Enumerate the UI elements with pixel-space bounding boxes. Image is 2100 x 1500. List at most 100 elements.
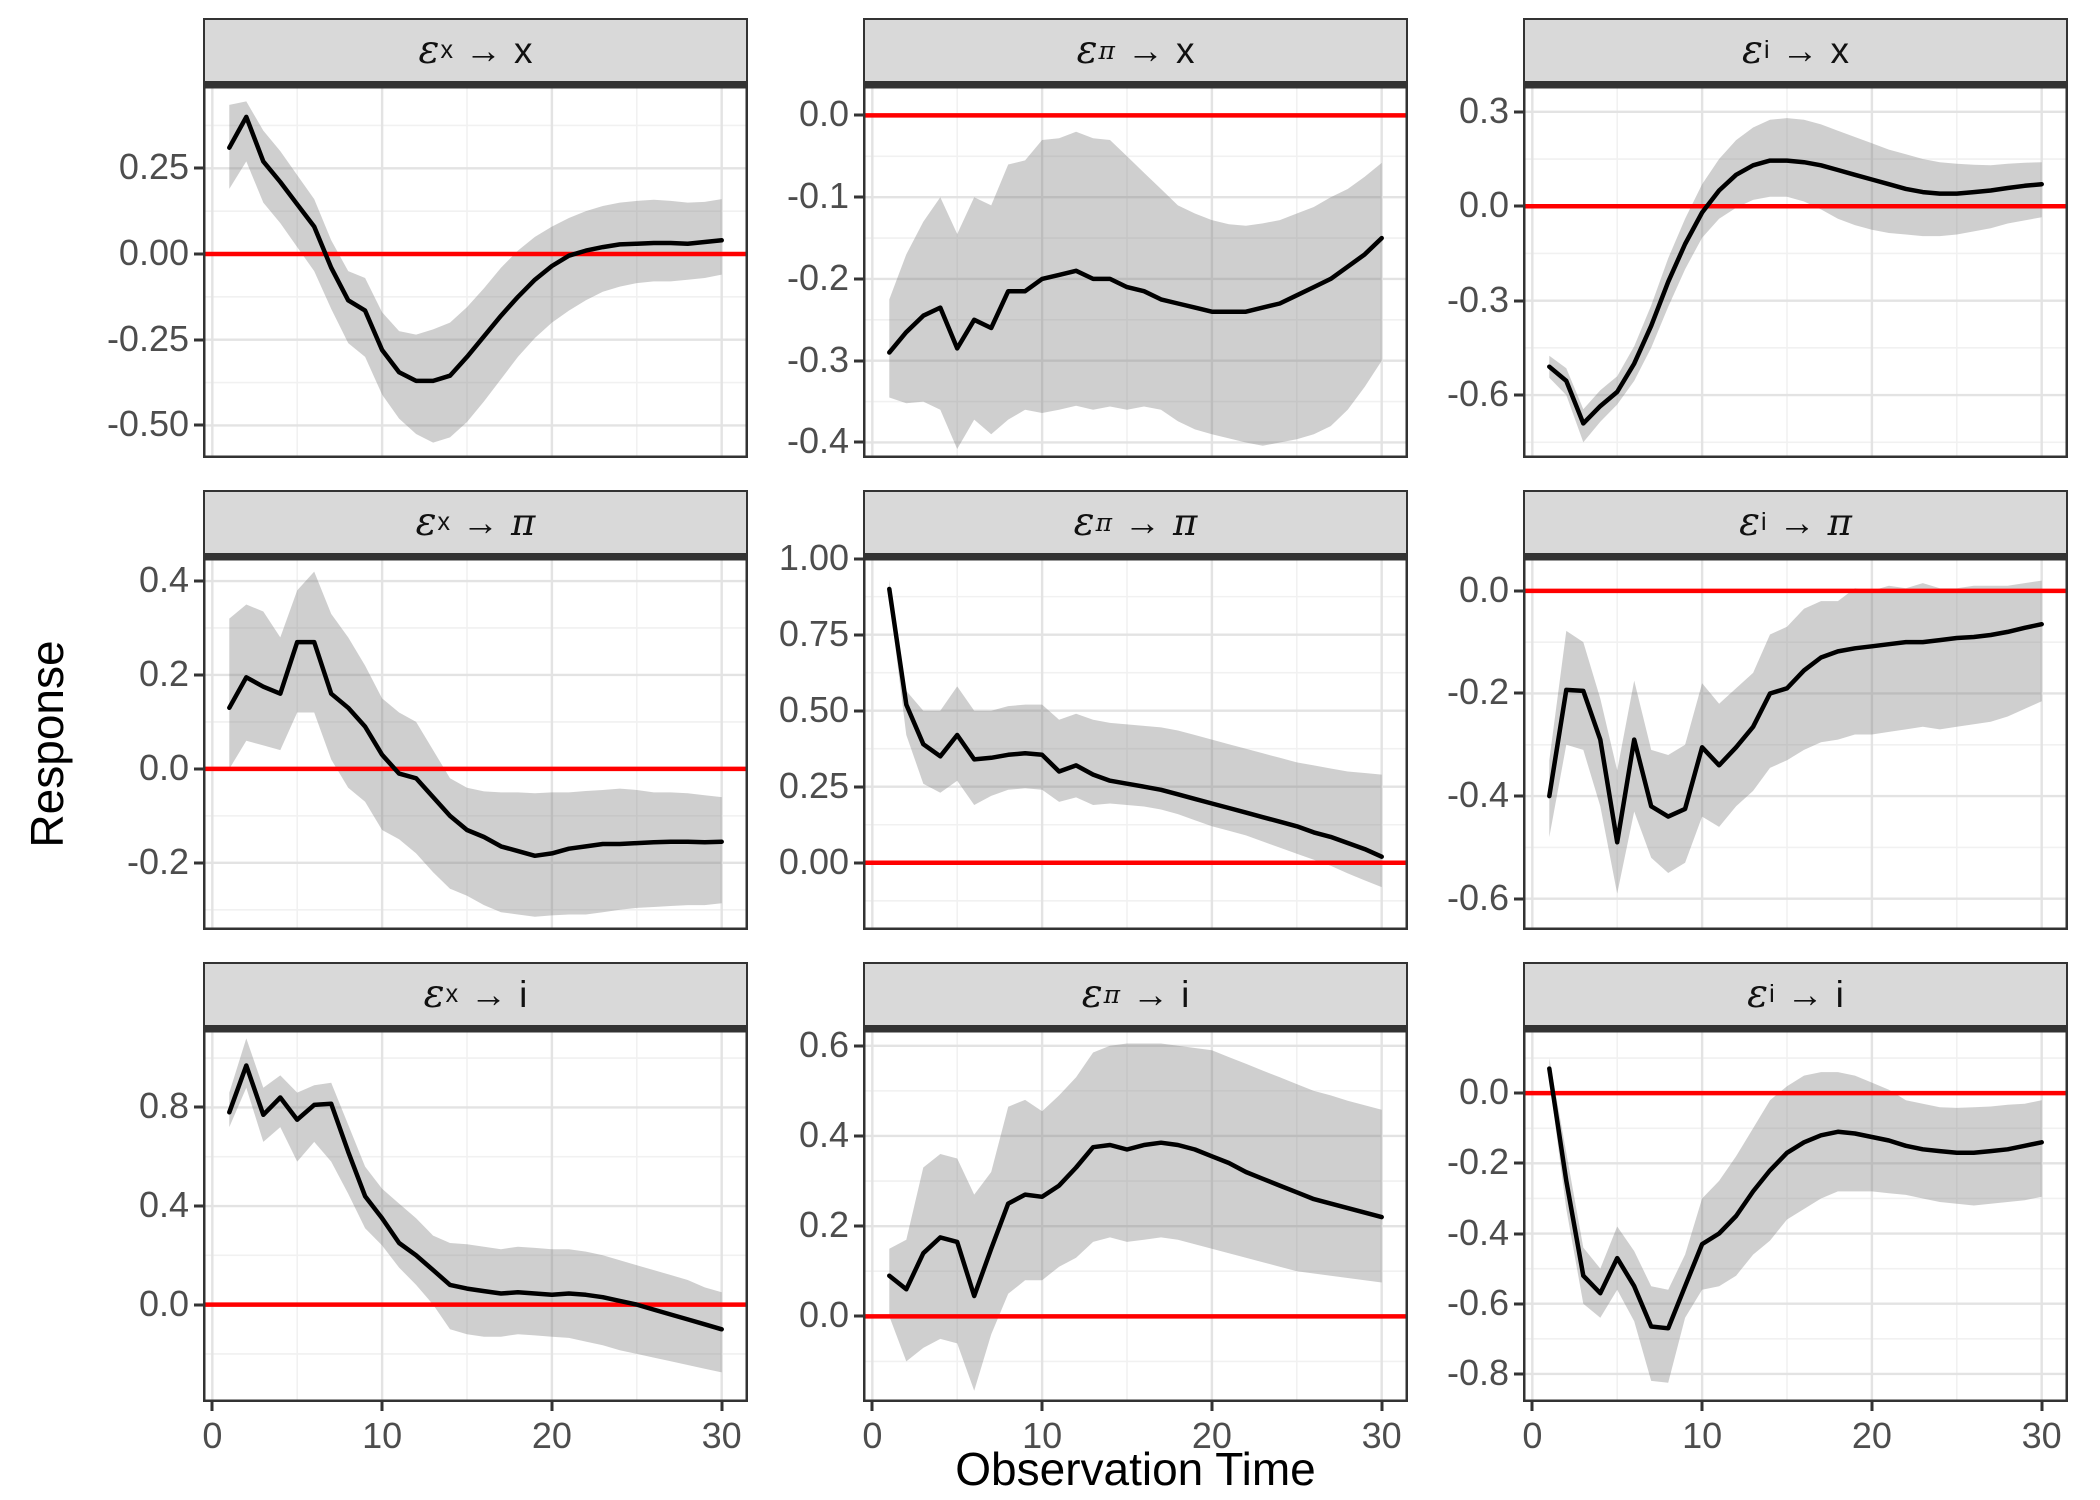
y-tick-mark bbox=[854, 1224, 863, 1228]
y-axis: 0.6 0.4 0.2 0.0 bbox=[748, 962, 863, 1402]
y-axis: 0.3 0.0 -0.3 -0.6 bbox=[1408, 18, 1523, 458]
y-tick-mark bbox=[854, 195, 863, 199]
y-tick-label: 0.75 bbox=[778, 612, 849, 654]
plot-area bbox=[863, 558, 1408, 930]
plot-area bbox=[203, 86, 748, 458]
y-tick-label: 0.25 bbox=[778, 764, 849, 806]
x-axis-title: Observation Time bbox=[955, 1443, 1316, 1495]
arrow-icon: → bbox=[1126, 29, 1164, 71]
y-tick-label: 0.50 bbox=[778, 688, 849, 730]
y-tick-label: 0.4 bbox=[138, 1184, 189, 1226]
y-tick-mark bbox=[194, 1204, 203, 1208]
epsilon-symbol: ε bbox=[418, 28, 440, 73]
y-axis: 0.0 -0.1 -0.2 -0.3 -0.4 bbox=[748, 18, 863, 462]
y-tick-label: 0.4 bbox=[798, 1114, 849, 1156]
shock-subscript: i bbox=[1769, 980, 1775, 1008]
arrow-icon: → bbox=[1781, 29, 1819, 71]
arrow-icon: → bbox=[1132, 973, 1170, 1015]
x-tick-label: 0 bbox=[1522, 1415, 1543, 1456]
y-tick-mark bbox=[854, 1044, 863, 1048]
y-tick-mark bbox=[854, 785, 863, 789]
y-tick-mark bbox=[1514, 1232, 1523, 1236]
y-tick-label: 0.3 bbox=[1458, 89, 1509, 131]
y-tick-label: 0.25 bbox=[118, 146, 189, 188]
y-tick-label: -0.1 bbox=[786, 175, 849, 217]
plot-area bbox=[1523, 1030, 2068, 1402]
y-tick-label: 0.6 bbox=[798, 1023, 849, 1065]
response-symbol: i bbox=[1835, 973, 1844, 1015]
y-tick-label: -0.8 bbox=[1446, 1352, 1509, 1394]
x-tick-mark bbox=[1530, 1402, 1534, 1411]
y-tick-label: -0.4 bbox=[1446, 774, 1509, 816]
y-tick-label: 0.8 bbox=[138, 1085, 189, 1127]
y-tick-label: 0.2 bbox=[798, 1204, 849, 1246]
y-tick-mark bbox=[1514, 299, 1523, 303]
epsilon-symbol: ε bbox=[1747, 972, 1769, 1017]
x-tick-label: 0 bbox=[862, 1415, 883, 1456]
y-tick-label: -0.25 bbox=[106, 317, 189, 359]
epsilon-symbol: ε bbox=[423, 972, 445, 1017]
x-tick-label: 10 bbox=[362, 1415, 403, 1456]
x-tick-mark bbox=[870, 1402, 874, 1411]
y-tick-label: 0.0 bbox=[1458, 1071, 1509, 1113]
x-axis: 0 10 20 30 bbox=[1522, 1402, 2068, 1460]
y-tick-label: -0.50 bbox=[106, 403, 189, 445]
y-tick-mark bbox=[194, 767, 203, 771]
y-tick-label: 0.0 bbox=[1458, 568, 1509, 610]
shock-subscript: π bbox=[1095, 508, 1113, 537]
y-tick-mark bbox=[194, 673, 203, 677]
y-axis: 0.8 0.4 0.0 bbox=[88, 962, 203, 1402]
y-tick-mark bbox=[1514, 589, 1523, 593]
y-axis: 1.00 0.75 0.50 0.25 0.00 bbox=[748, 490, 863, 930]
x-tick-mark bbox=[380, 1402, 384, 1411]
y-tick-label: -0.2 bbox=[1446, 1141, 1509, 1183]
y-tick-mark bbox=[194, 423, 203, 427]
y-tick-label: 0.00 bbox=[778, 840, 849, 882]
arrow-icon: → bbox=[464, 29, 502, 71]
y-tick-mark bbox=[854, 709, 863, 713]
y-tick-mark bbox=[854, 359, 863, 363]
epsilon-symbol: ε bbox=[1081, 972, 1103, 1017]
epsilon-symbol: ε bbox=[415, 500, 437, 545]
x-tick-label: 10 bbox=[1682, 1415, 1723, 1456]
y-tick-mark bbox=[1514, 897, 1523, 901]
x-tick-mark bbox=[1040, 1402, 1044, 1411]
y-tick-label: 1.00 bbox=[778, 536, 849, 578]
response-symbol: π bbox=[1173, 501, 1198, 544]
response-symbol: i bbox=[519, 973, 528, 1015]
arrow-icon: → bbox=[1124, 501, 1162, 543]
epsilon-symbol: ε bbox=[1742, 28, 1763, 73]
y-tick-label: -0.2 bbox=[1446, 671, 1509, 713]
y-tick-mark bbox=[1514, 393, 1523, 397]
y-axis: 0.25 0.00 -0.25 -0.50 bbox=[88, 18, 203, 458]
x-tick-mark bbox=[1210, 1402, 1214, 1411]
y-tick-mark bbox=[1514, 691, 1523, 695]
response-symbol: π bbox=[1827, 501, 1852, 544]
y-tick-mark bbox=[854, 861, 863, 865]
y-tick-mark bbox=[1514, 1372, 1523, 1376]
y-tick-label: 0.0 bbox=[798, 93, 849, 135]
x-tick-label: 30 bbox=[1361, 1415, 1402, 1456]
y-tick-label: 0.0 bbox=[1458, 184, 1509, 226]
y-tick-mark bbox=[1514, 1091, 1523, 1095]
x-tick-mark bbox=[720, 1402, 724, 1411]
response-symbol: x bbox=[513, 29, 533, 71]
y-tick-label: 0.4 bbox=[138, 559, 189, 601]
arrow-icon: → bbox=[470, 973, 508, 1015]
